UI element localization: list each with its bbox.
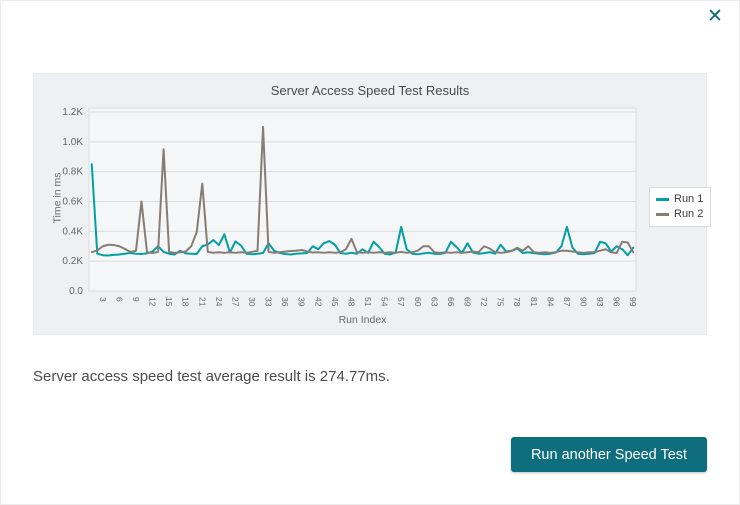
x-tick-label: 39	[297, 297, 307, 307]
series-line-run-2	[90, 125, 635, 254]
run2-line-swatch	[656, 213, 669, 216]
x-tick-label: 9	[131, 297, 141, 302]
x-tick-label: 96	[612, 297, 622, 307]
x-tick-label: 6	[114, 297, 124, 302]
y-tick-label: 0.6K	[62, 197, 83, 208]
chart-title: Server Access Speed Test Results	[270, 83, 470, 98]
x-tick-label: 45	[330, 297, 340, 307]
x-tick-label: 57	[396, 297, 406, 307]
x-tick-label: 24	[214, 297, 224, 307]
x-tick-label: 51	[363, 297, 373, 307]
x-tick-label: 33	[264, 297, 274, 307]
x-tick-label: 90	[579, 297, 589, 307]
y-tick-label: 0.4K	[62, 226, 83, 237]
legend-item-run2[interactable]: Run 2	[656, 207, 703, 222]
x-tick-label: 81	[529, 297, 539, 307]
close-button[interactable]: ✕	[702, 4, 728, 30]
x-tick-label: 12	[148, 297, 158, 307]
x-tick-label: 78	[512, 297, 522, 307]
y-tick-label: 1.0K	[62, 137, 83, 148]
x-tick-label: 54	[380, 297, 390, 307]
run1-line-swatch	[656, 198, 669, 201]
y-tick-label: 0.2K	[62, 256, 83, 267]
x-tick-label: 72	[479, 297, 489, 307]
x-tick-label: 15	[164, 297, 174, 307]
x-tick-label: 36	[280, 297, 290, 307]
y-tick-label: 0.0	[69, 286, 83, 297]
x-tick-label: 75	[496, 297, 506, 307]
chart-legend: Run 1 Run 2	[649, 187, 712, 227]
chart-plot-area: 0.00.2K0.4K0.6K0.8K1.0K1.2K3 6 9 12 15 18 21 24…	[62, 107, 638, 307]
y-tick-label: 1.2K	[62, 107, 83, 118]
x-tick-label: 99	[628, 297, 638, 307]
x-tick-label: 66	[446, 297, 456, 307]
x-tick-label: 30	[247, 297, 257, 307]
x-tick-label: 93	[595, 297, 605, 307]
x-tick-label: 84	[545, 297, 555, 307]
x-tick-label: 27	[230, 297, 240, 307]
x-tick-label: 21	[197, 297, 207, 307]
x-tick-label: 42	[313, 297, 323, 307]
legend-item-run1[interactable]: Run 1	[656, 192, 703, 207]
y-tick-label: 0.8K	[62, 167, 83, 178]
plot-background	[88, 107, 637, 292]
x-tick-label: 63	[429, 297, 439, 307]
x-tick-label: 60	[413, 297, 423, 307]
x-tick-label: 69	[462, 297, 472, 307]
run-speed-test-button[interactable]: Run another Speed Test	[511, 437, 707, 472]
x-tick-label: 3	[98, 297, 108, 302]
speed-test-chart: Server Access Speed Test Results Time in…	[33, 73, 712, 335]
x-tick-label: 48	[346, 297, 356, 307]
legend-label-run2: Run 2	[674, 208, 704, 220]
legend-label-run1: Run 1	[674, 193, 704, 205]
close-icon: ✕	[707, 6, 723, 27]
average-result-text: Server access speed test average result …	[33, 368, 390, 385]
x-tick-label: 18	[181, 297, 191, 307]
x-axis-title: Run Index	[338, 314, 387, 326]
x-tick-label: 87	[562, 297, 572, 307]
